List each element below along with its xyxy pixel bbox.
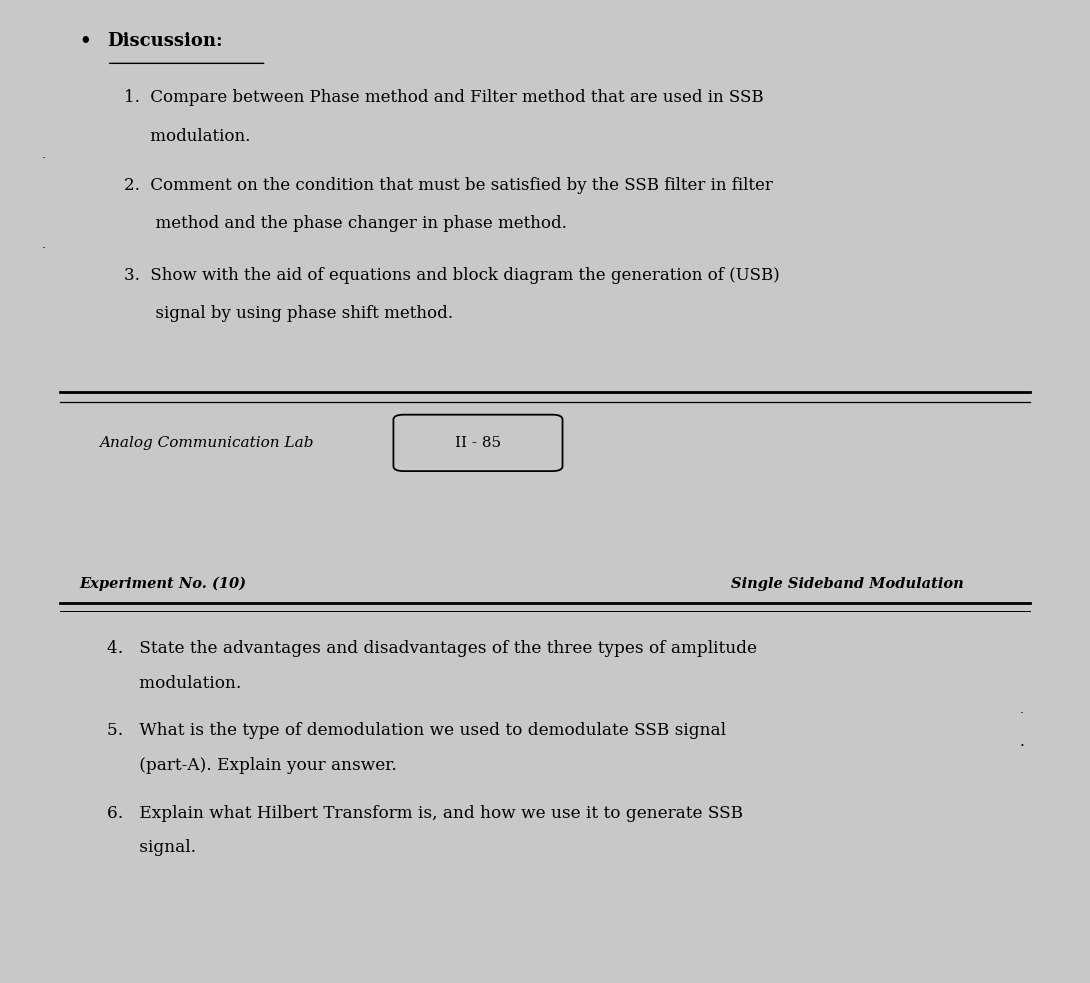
Text: Discussion:: Discussion: <box>107 32 222 50</box>
Text: modulation.: modulation. <box>107 675 241 692</box>
Text: Single Sideband Modulation: Single Sideband Modulation <box>730 577 964 591</box>
Text: Analog Communication Lab: Analog Communication Lab <box>99 435 314 450</box>
Text: ·: · <box>41 151 46 165</box>
Text: 4.   State the advantages and disadvantages of the three types of amplitude: 4. State the advantages and disadvantage… <box>107 640 756 658</box>
Text: ·: · <box>41 242 46 255</box>
Text: signal.: signal. <box>107 839 196 856</box>
Text: 6.   Explain what Hilbert Transform is, and how we use it to generate SSB: 6. Explain what Hilbert Transform is, an… <box>107 805 742 822</box>
Text: 2.  Comment on the condition that must be satisfied by the SSB filter in filter: 2. Comment on the condition that must be… <box>124 177 773 194</box>
Text: ·: · <box>1019 707 1024 721</box>
Text: modulation.: modulation. <box>124 128 251 145</box>
Text: 1.  Compare between Phase method and Filter method that are used in SSB: 1. Compare between Phase method and Filt… <box>124 88 764 106</box>
Text: Experiment No. (10): Experiment No. (10) <box>78 577 246 591</box>
Text: signal by using phase shift method.: signal by using phase shift method. <box>124 306 453 322</box>
Text: ·: · <box>1019 738 1025 754</box>
Text: method and the phase changer in phase method.: method and the phase changer in phase me… <box>124 215 567 232</box>
Text: 5.   What is the type of demodulation we used to demodulate SSB signal: 5. What is the type of demodulation we u… <box>107 723 726 739</box>
Text: II - 85: II - 85 <box>455 435 501 450</box>
Text: 3.  Show with the aid of equations and block diagram the generation of (USB): 3. Show with the aid of equations and bl… <box>124 266 780 283</box>
Text: (part-A). Explain your answer.: (part-A). Explain your answer. <box>107 757 397 774</box>
Text: •: • <box>78 32 90 50</box>
